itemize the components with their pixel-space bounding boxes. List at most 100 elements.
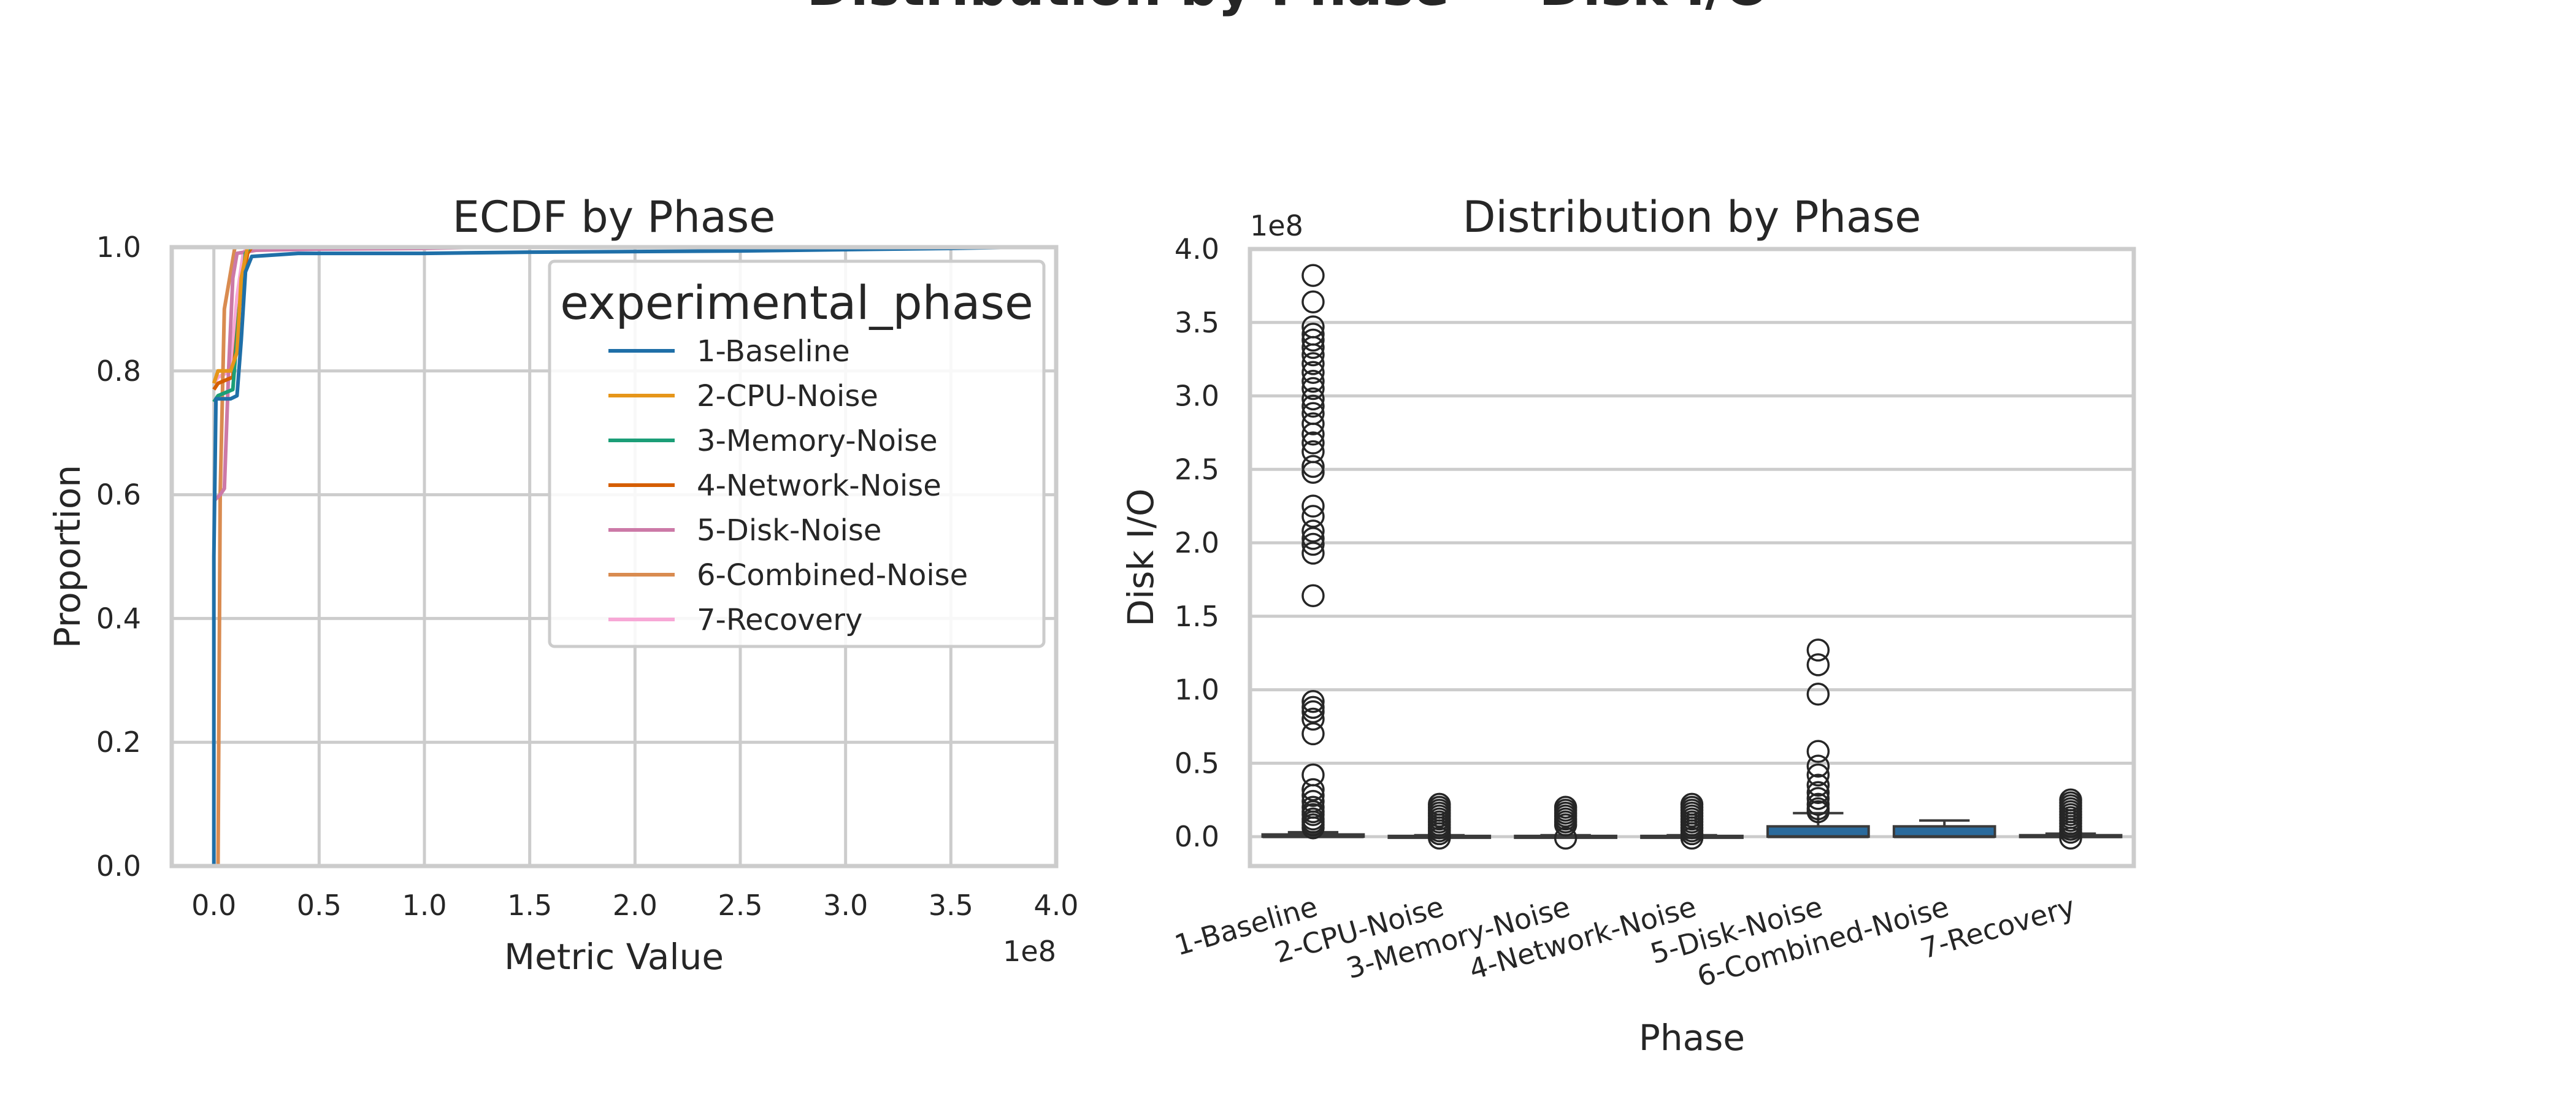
ecdf-y-tick-labels: 0.0 0.2 0.4 0.6 0.8 1.0 — [96, 231, 141, 883]
ecdf-y-tick-label: 0.2 — [96, 726, 141, 759]
legend-entry-label: 2-CPU-Noise — [697, 379, 878, 413]
boxplot-y-tick-label: 4.0 — [1175, 232, 1219, 266]
box-outlier — [1806, 773, 1830, 797]
box-outlier — [1301, 689, 1325, 713]
box-outlier — [1301, 707, 1325, 731]
box-outlier — [1301, 431, 1325, 454]
ecdf-y-axis-label: Proportion — [47, 465, 88, 648]
boxplot-y-tick-label: 1.5 — [1175, 600, 1219, 633]
boxplot-y-tick-label: 2.5 — [1175, 453, 1219, 486]
box-outlier — [1301, 394, 1325, 418]
box-outlier — [1680, 826, 1704, 850]
box-outlier — [1301, 335, 1325, 359]
box-outlier — [1301, 352, 1325, 375]
box-outlier — [1301, 584, 1325, 608]
box-7-recovery — [2018, 788, 2123, 850]
boxplot-y-tick-label: 2.0 — [1175, 526, 1219, 559]
box-outlier — [1806, 740, 1830, 763]
ecdf-y-tick-label: 0.0 — [96, 849, 141, 883]
boxplot-panel: 1-Baseline2-CPU-Noise3-Memory-Noise4-Net… — [1120, 192, 2136, 1059]
box-outlier — [1301, 532, 1325, 556]
ecdf-x-tick-label: 1.0 — [402, 889, 447, 922]
box-outlier — [1806, 683, 1830, 706]
ecdf-x-tick-label: 0.5 — [297, 889, 342, 922]
box-outlier — [2059, 821, 2082, 844]
box-outlier — [1301, 542, 1325, 565]
boxplot-x-tick-labels: 1-Baseline2-CPU-Noise3-Memory-Noise4-Net… — [1171, 890, 2079, 994]
ecdf-x-tick-label: 0.0 — [191, 889, 236, 922]
legend-entry-label: 1-Baseline — [697, 334, 850, 369]
legend-entry-label: 6-Combined-Noise — [697, 558, 968, 592]
box-3-memory-noise — [1514, 795, 1617, 850]
box-outlier — [1428, 826, 1451, 850]
ecdf-y-tick-label: 1.0 — [96, 231, 141, 264]
legend-entries: 1-Baseline 2-CPU-Noise 3-Memory-Noise 4-Net… — [608, 334, 968, 637]
boxplot-y-tick-label: 3.5 — [1175, 306, 1219, 339]
legend-entry-label: 5-Disk-Noise — [697, 513, 881, 548]
boxplot-boxes — [1261, 264, 2123, 850]
box-outlier — [1301, 700, 1325, 724]
box-outlier — [1301, 778, 1325, 802]
boxplot-y-tick-label: 0.0 — [1175, 820, 1219, 853]
ecdf-y-tick-label: 0.8 — [96, 355, 141, 388]
box-outlier — [1554, 826, 1577, 850]
box-outlier — [1301, 361, 1325, 384]
ecdf-title: ECDF by Phase — [453, 192, 776, 242]
box-outlier — [1301, 423, 1325, 446]
box-outlier — [1806, 781, 1830, 804]
box-outlier — [1301, 369, 1325, 393]
boxplot-y-tick-label: 3.0 — [1175, 380, 1219, 413]
boxplot-y-axis-label: Disk I/O — [1120, 488, 1162, 626]
box-outlier — [1301, 412, 1325, 435]
boxplot-x-axis-label: Phase — [1639, 1017, 1745, 1059]
ecdf-line-2-cpu-noise — [212, 247, 250, 384]
box-outlier — [1301, 816, 1325, 840]
box-outlier — [1806, 754, 1830, 778]
ecdf-x-tick-label: 2.5 — [718, 889, 762, 922]
box-outlier — [1301, 461, 1325, 484]
box-outlier — [1554, 813, 1577, 837]
boxplot-y-offset-label: 1e8 — [1250, 209, 1303, 242]
legend-entry-label: 7-Recovery — [697, 603, 862, 637]
ecdf-line-5-disk-noise — [212, 245, 477, 502]
box-outlier — [1301, 784, 1325, 807]
box-outlier — [1301, 722, 1325, 746]
box-outlier — [1806, 787, 1830, 810]
box-outlier — [1301, 387, 1325, 411]
boxplot-y-tick-label: 1.0 — [1175, 673, 1219, 707]
boxplot-title: Distribution by Phase — [1463, 192, 1922, 242]
ecdf-x-tick-labels: 0.0 0.5 1.0 1.5 2.0 2.5 3.0 3.5 4.0 — [191, 889, 1078, 922]
box-outlier — [1806, 800, 1830, 824]
ecdf-x-tick-label: 2.0 — [613, 889, 657, 922]
box-outlier — [1301, 505, 1325, 528]
boxplot-y-tick-label: 0.5 — [1175, 746, 1219, 780]
box-2-cpu-noise — [1387, 792, 1492, 850]
box-outlier — [1301, 519, 1325, 543]
legend-box — [548, 259, 1046, 648]
ecdf-x-offset-label: 1e8 — [1003, 935, 1056, 968]
box-outlier — [1301, 454, 1325, 478]
box-6-combined-noise — [1892, 819, 1996, 838]
box-5-disk-noise — [1766, 638, 1870, 838]
box-outlier — [1301, 290, 1325, 313]
box-outlier — [1301, 377, 1325, 401]
box-iqr — [1766, 825, 1870, 838]
box-outlier — [1806, 763, 1830, 787]
ecdf-x-tick-label: 4.0 — [1033, 889, 1078, 922]
boxplot-axes-frame — [1248, 247, 2136, 868]
legend-title: experimental_phase — [560, 275, 1033, 330]
ecdf-axes-frame — [169, 245, 1059, 868]
box-outlier — [1301, 328, 1325, 352]
figure-suptitle: Distribution by Phase — Disk I/O — [807, 0, 1769, 18]
ecdf-y-tick-label: 0.6 — [96, 478, 141, 512]
ecdf-x-axis-label: Metric Value — [504, 936, 724, 978]
legend-entry-label: 4-Network-Noise — [697, 469, 941, 503]
box-outlier — [1806, 653, 1830, 677]
box-4-network-noise — [1640, 792, 1744, 850]
box-outlier — [1301, 264, 1325, 287]
boxplot-gridlines — [1250, 247, 2134, 838]
box-outlier — [1806, 638, 1830, 662]
ecdf-x-tick-label: 3.0 — [823, 889, 868, 922]
ecdf-x-tick-label: 3.5 — [929, 889, 973, 922]
